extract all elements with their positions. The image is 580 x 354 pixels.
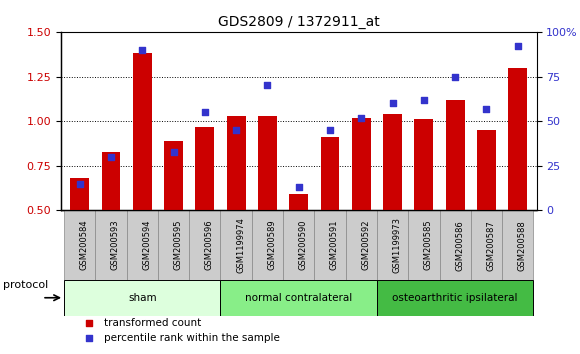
Bar: [440, 210, 471, 280]
Bar: [252, 210, 283, 280]
Point: [75, 181, 84, 187]
Text: GSM200592: GSM200592: [361, 220, 370, 270]
Text: sham: sham: [128, 293, 157, 303]
Bar: [477, 130, 496, 210]
Text: GSM200591: GSM200591: [330, 220, 339, 270]
Point: [553, 276, 563, 282]
Text: percentile rank within the sample: percentile rank within the sample: [104, 333, 280, 343]
Bar: [95, 210, 126, 280]
Bar: [158, 210, 189, 280]
Text: GSM200588: GSM200588: [518, 220, 527, 270]
Point: [200, 109, 209, 115]
Text: GSM200585: GSM200585: [424, 220, 433, 270]
Point: [294, 184, 303, 190]
Point: [482, 106, 491, 112]
Text: transformed count: transformed count: [104, 318, 201, 327]
Point: [169, 149, 178, 154]
Text: normal contralateral: normal contralateral: [245, 293, 352, 303]
Point: [553, 137, 563, 143]
Point: [513, 43, 523, 49]
Bar: [164, 141, 183, 210]
Text: GSM200593: GSM200593: [111, 220, 120, 270]
Bar: [408, 210, 440, 280]
Text: GSM200594: GSM200594: [142, 220, 151, 270]
Bar: [352, 118, 371, 210]
Text: osteoarthritic ipsilateral: osteoarthritic ipsilateral: [393, 293, 518, 303]
Point: [451, 74, 460, 79]
Text: GSM200587: GSM200587: [487, 220, 495, 270]
Bar: [133, 53, 151, 210]
Bar: [189, 210, 220, 280]
Bar: [508, 68, 527, 210]
Bar: [346, 210, 377, 280]
Bar: [64, 210, 95, 280]
Bar: [227, 116, 245, 210]
Bar: [70, 178, 89, 210]
Bar: [314, 210, 346, 280]
Bar: [195, 126, 214, 210]
Bar: [289, 194, 308, 210]
Bar: [383, 114, 402, 210]
Text: GSM200590: GSM200590: [299, 220, 308, 270]
Bar: [220, 210, 252, 280]
Point: [325, 127, 335, 133]
Bar: [258, 116, 277, 210]
Bar: [446, 100, 465, 210]
Point: [231, 127, 241, 133]
Point: [106, 154, 115, 160]
Bar: [283, 210, 314, 280]
Bar: [321, 137, 339, 210]
Bar: [377, 280, 534, 316]
Bar: [220, 280, 377, 316]
Text: GSM200586: GSM200586: [455, 220, 464, 270]
Text: GSM1199974: GSM1199974: [236, 217, 245, 273]
Text: GSM200589: GSM200589: [267, 220, 277, 270]
Point: [263, 82, 272, 88]
Title: GDS2809 / 1372911_at: GDS2809 / 1372911_at: [218, 16, 379, 29]
Point: [137, 47, 147, 52]
Text: GSM1199973: GSM1199973: [393, 217, 401, 273]
Point: [388, 101, 397, 106]
Bar: [415, 119, 433, 210]
Bar: [502, 210, 534, 280]
Bar: [102, 152, 121, 210]
Bar: [377, 210, 408, 280]
Bar: [471, 210, 502, 280]
Text: GSM200584: GSM200584: [79, 220, 89, 270]
Point: [357, 115, 366, 120]
Bar: [126, 210, 158, 280]
Text: GSM200595: GSM200595: [173, 220, 183, 270]
Text: GSM200596: GSM200596: [205, 220, 214, 270]
Bar: [64, 280, 220, 316]
Point: [419, 97, 429, 103]
Text: protocol: protocol: [3, 280, 48, 290]
